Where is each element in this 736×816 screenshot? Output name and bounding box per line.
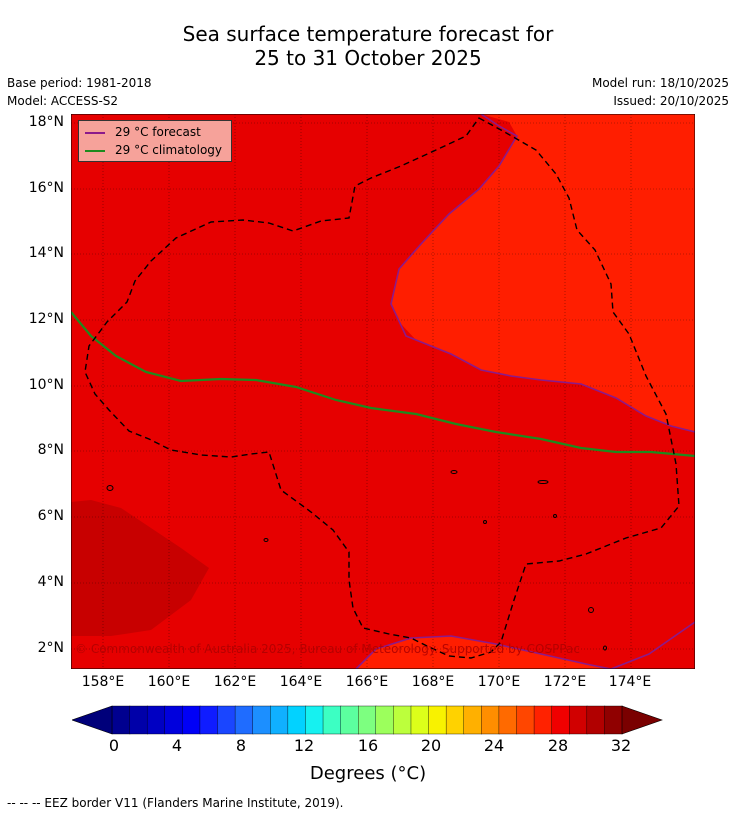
colorbar-cell: [358, 705, 377, 735]
colorbar-cell: [445, 705, 465, 735]
lat-label-8: 8°N: [37, 442, 64, 458]
eez-footnote: -- -- -- EEZ border V11 (Flanders Marine…: [7, 796, 344, 810]
colorbar-cell: [322, 705, 342, 735]
colorbar-cell: [111, 705, 131, 735]
issued-date: Issued: 20/10/2025: [613, 94, 729, 108]
colorbar-cell: [586, 705, 606, 735]
cb-tick-0: 0: [108, 736, 120, 755]
lon-label-166: 166°E: [345, 674, 389, 690]
forecast-label: 29 °C forecast: [115, 125, 201, 139]
gridlines: [71, 114, 695, 669]
colorbar-cell: [340, 705, 359, 735]
lat-label-12: 12°N: [28, 311, 64, 327]
sst-map: © Commonwealth of Australia 2025, Bureau…: [71, 114, 695, 669]
colorbar-cell: [164, 705, 184, 735]
colorbar-cell: [270, 705, 289, 735]
colorbar-cell: [199, 705, 219, 735]
title-line-2: 25 to 31 October 2025: [254, 46, 482, 70]
warm-region: [391, 114, 695, 432]
cb-tick-16: 16: [357, 736, 379, 755]
forecast-swatch: [85, 131, 105, 134]
lat-label-2: 2°N: [37, 640, 64, 656]
title-line-1: Sea surface temperature forecast for: [182, 22, 554, 46]
lon-label-162: 162°E: [213, 674, 257, 690]
lon-label-170: 170°E: [477, 674, 521, 690]
colorbar-cell: [217, 705, 236, 735]
climatology-label: 29 °C climatology: [115, 143, 223, 157]
legend-entry-forecast: 29 °C forecast: [85, 123, 201, 141]
colorbar-cell: [604, 705, 623, 735]
islands: [106, 470, 607, 651]
colorbar-cell: [252, 705, 271, 735]
forecast-contour-north: [390, 114, 695, 433]
cb-tick-4: 4: [171, 736, 183, 755]
lat-label-14: 14°N: [28, 245, 64, 261]
colorbar-cell: [428, 705, 447, 735]
climatology-contour: [71, 311, 695, 458]
model-name: Model: ACCESS-S2: [7, 94, 119, 108]
chart-title: Sea surface temperature forecast for 25 …: [0, 22, 736, 70]
colorbar-cell: [234, 705, 254, 735]
cool-patch: [71, 500, 209, 636]
colorbar-cell: [375, 705, 395, 735]
meta-left: Base period: 1981-2018 Model: ACCESS-S2: [7, 74, 152, 110]
meta-right: Model run: 18/10/2025 Issued: 20/10/2025: [592, 74, 729, 110]
colorbar-cell: [182, 705, 201, 735]
colorbar-cell: [498, 705, 518, 735]
climatology-swatch: [85, 149, 105, 152]
lat-label-16: 16°N: [28, 180, 64, 196]
colorbar-cell: [410, 705, 430, 735]
colorbar-cell: [516, 705, 535, 735]
colorbar-under-arrow: [72, 705, 113, 735]
lon-label-168: 168°E: [411, 674, 455, 690]
colorbar-over-arrow: [621, 705, 663, 735]
cb-tick-28: 28: [547, 736, 569, 755]
colorbar-cell: [305, 705, 324, 735]
cb-tick-8: 8: [235, 736, 247, 755]
cb-tick-24: 24: [483, 736, 505, 755]
lat-label-6: 6°N: [37, 508, 64, 524]
lat-label-18: 18°N: [28, 114, 64, 130]
colorbar-cell: [569, 705, 588, 735]
model-run: Model run: 18/10/2025: [591, 76, 729, 90]
lat-label-4: 4°N: [37, 574, 64, 590]
lon-label-160: 160°E: [147, 674, 191, 690]
map-legend: 29 °C forecast 29 °C climatology: [78, 120, 232, 162]
legend-entry-climatology: 29 °C climatology: [85, 141, 222, 159]
colorbar-cell: [287, 705, 307, 735]
colorbar-cell: [146, 705, 166, 735]
lon-label-164: 164°E: [279, 674, 323, 690]
colorbar-cell: [129, 705, 148, 735]
cb-tick-20: 20: [420, 736, 442, 755]
colorbar-cell: [393, 705, 412, 735]
warm-region-south: [356, 636, 611, 669]
colorbar-cell: [533, 705, 553, 735]
copyright-notice: © Commonwealth of Australia 2025, Bureau…: [75, 642, 580, 656]
lon-label-158: 158°E: [81, 674, 125, 690]
colorbar-title: Degrees (°C): [309, 763, 427, 784]
colorbar: [72, 705, 663, 735]
lon-label-172: 172°E: [543, 674, 587, 690]
lon-label-174: 174°E: [608, 674, 652, 690]
cb-tick-32: 32: [610, 736, 632, 755]
colorbar-cell: [551, 705, 570, 735]
base-period: Base period: 1981-2018: [7, 76, 152, 90]
forecast-contour-south: [355, 621, 695, 669]
colorbar-cell: [463, 705, 483, 735]
cb-tick-12: 12: [293, 736, 315, 755]
colorbar-cell: [481, 705, 500, 735]
lat-label-10: 10°N: [28, 377, 64, 393]
